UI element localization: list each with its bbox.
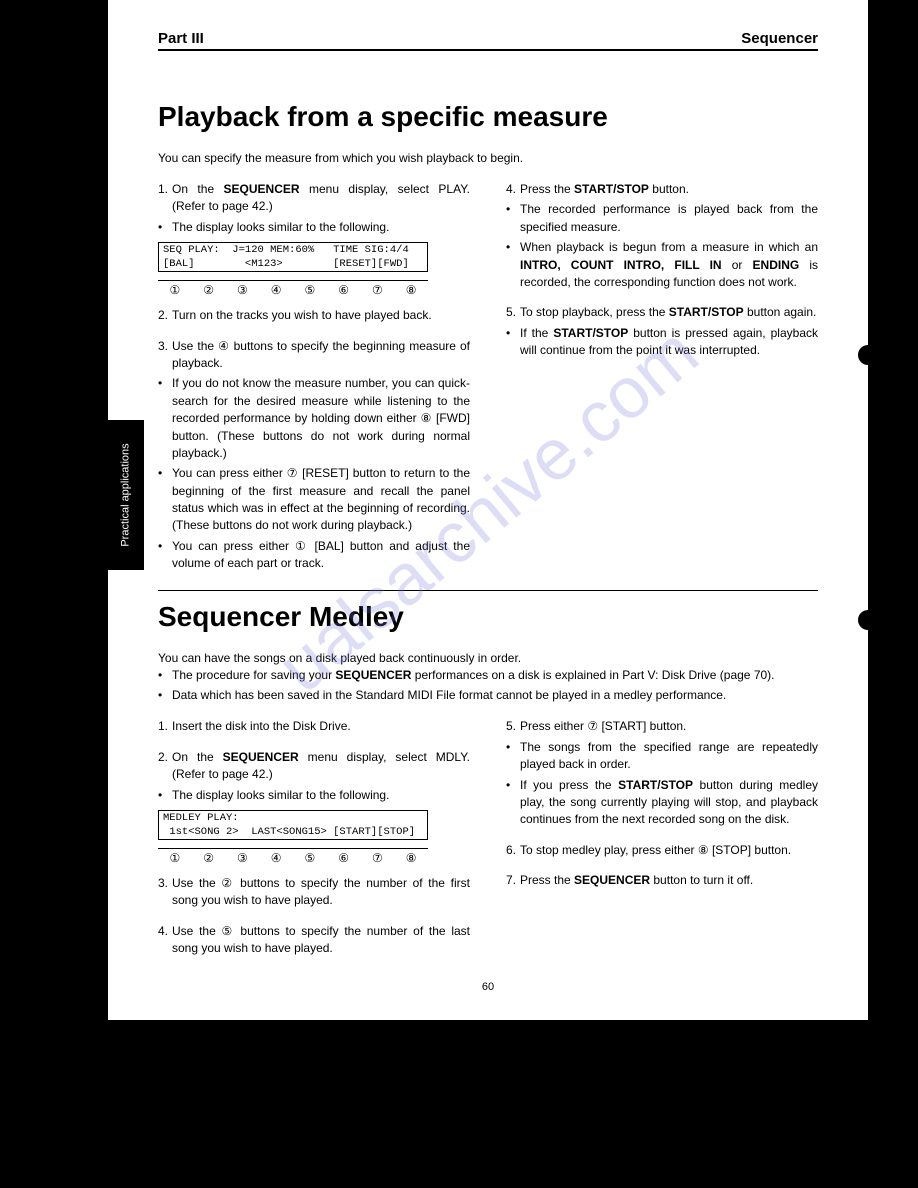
btn-7: ⑦ — [372, 283, 383, 297]
section1-col-left: 1.On the SEQUENCER menu display, select … — [158, 181, 470, 576]
s1-bullet1: The display looks similar to the followi… — [172, 219, 470, 236]
btn-1: ① — [169, 283, 180, 297]
s1r-bullet2: When playback is begun from a measure in… — [520, 239, 818, 291]
s2-intro-b1: The procedure for saving your SEQUENCER … — [172, 667, 818, 684]
s2-step6: To stop medley play, press either ⑧ [STO… — [520, 842, 818, 859]
section2-columns: 1.Insert the disk into the Disk Drive. 2… — [158, 718, 818, 960]
lcd1-row1: SEQ PLAY: J=120 MEM:60% TIME SIG:4/4 — [159, 243, 427, 257]
s1-bullet3: You can press either ⑦ [RESET] button to… — [172, 465, 470, 535]
btn-8: ⑧ — [406, 851, 417, 865]
btn-5: ⑤ — [304, 283, 315, 297]
s1-bullet4: You can press either ① [BAL] button and … — [172, 538, 470, 573]
s2-intro-b2: Data which has been saved in the Standar… — [172, 687, 818, 704]
lcd1-buttons: ① ② ③ ④ ⑤ ⑥ ⑦ ⑧ — [158, 280, 428, 297]
s1-step4: Press the START/STOP button. — [520, 181, 818, 198]
s1r-bullet3: If the START/STOP button is pressed agai… — [520, 325, 818, 360]
header-left: Part III — [158, 30, 204, 47]
btn-5: ⑤ — [304, 851, 315, 865]
btn-2: ② — [203, 283, 214, 297]
section1-col-right: 4.Press the START/STOP button. •The reco… — [506, 181, 818, 576]
lcd2-row2: 1st<SONG 2> LAST<SONG15> [START][STOP] — [159, 825, 427, 839]
section2-col-right: 5.Press either ⑦ [START] button. •The so… — [506, 718, 818, 960]
manual-page: ualsarchive.com Part III Sequencer Playb… — [108, 0, 868, 1020]
section2-intro: You can have the songs on a disk played … — [158, 651, 818, 665]
s1-step5: To stop playback, press the START/STOP b… — [520, 304, 818, 321]
btn-3: ③ — [237, 851, 248, 865]
s2-step5: Press either ⑦ [START] button. — [520, 718, 818, 735]
page-header: Part III Sequencer — [158, 30, 818, 51]
s1-bullet2: If you do not know the measure number, y… — [172, 375, 470, 462]
s1-step2: Turn on the tracks you wish to have play… — [172, 307, 470, 324]
btn-2: ② — [203, 851, 214, 865]
side-tab-label: Practical applications — [120, 443, 132, 546]
section1-columns: 1.On the SEQUENCER menu display, select … — [158, 181, 818, 576]
lcd1-row2: [BAL] <M123> [RESET][FWD] — [159, 257, 427, 271]
lcd-display-1: SEQ PLAY: J=120 MEM:60% TIME SIG:4/4 [BA… — [158, 242, 428, 272]
lcd2-buttons: ① ② ③ ④ ⑤ ⑥ ⑦ ⑧ — [158, 848, 428, 865]
header-right: Sequencer — [741, 30, 818, 47]
section-divider — [158, 590, 818, 591]
btn-6: ⑥ — [338, 851, 349, 865]
s2-step4: Use the ⑤ buttons to specify the number … — [172, 923, 470, 958]
section2-title: Sequencer Medley — [158, 601, 818, 633]
btn-7: ⑦ — [372, 851, 383, 865]
lcd-display-2: MEDLEY PLAY: 1st<SONG 2> LAST<SONG15> [S… — [158, 810, 428, 840]
section2-col-left: 1.Insert the disk into the Disk Drive. 2… — [158, 718, 470, 960]
s2r-bullet1: The songs from the specified range are r… — [520, 739, 818, 774]
lcd2-row1: MEDLEY PLAY: — [159, 811, 427, 825]
s2-step2: On the SEQUENCER menu display, select MD… — [172, 749, 470, 784]
btn-4: ④ — [271, 851, 282, 865]
binder-hole — [858, 345, 878, 365]
btn-8: ⑧ — [406, 283, 417, 297]
s1-step3: Use the ④ buttons to specify the beginni… — [172, 338, 470, 373]
binder-hole — [858, 610, 878, 630]
s2-bullet1: The display looks similar to the followi… — [172, 787, 470, 804]
section1-title: Playback from a specific measure — [158, 101, 818, 133]
s2-step3: Use the ② buttons to specify the number … — [172, 875, 470, 910]
s2-step7: Press the SEQUENCER button to turn it of… — [520, 872, 818, 889]
section1-intro: You can specify the measure from which y… — [158, 151, 818, 165]
btn-6: ⑥ — [338, 283, 349, 297]
btn-1: ① — [169, 851, 180, 865]
side-tab: Practical applications — [108, 420, 144, 570]
page-number: 60 — [158, 981, 818, 993]
s2-step1: Insert the disk into the Disk Drive. — [172, 718, 470, 735]
s1r-bullet1: The recorded performance is played back … — [520, 201, 818, 236]
btn-3: ③ — [237, 283, 248, 297]
s1-step1: On the SEQUENCER menu display, select PL… — [172, 181, 470, 216]
s2r-bullet2: If you press the START/STOP button durin… — [520, 777, 818, 829]
btn-4: ④ — [271, 283, 282, 297]
